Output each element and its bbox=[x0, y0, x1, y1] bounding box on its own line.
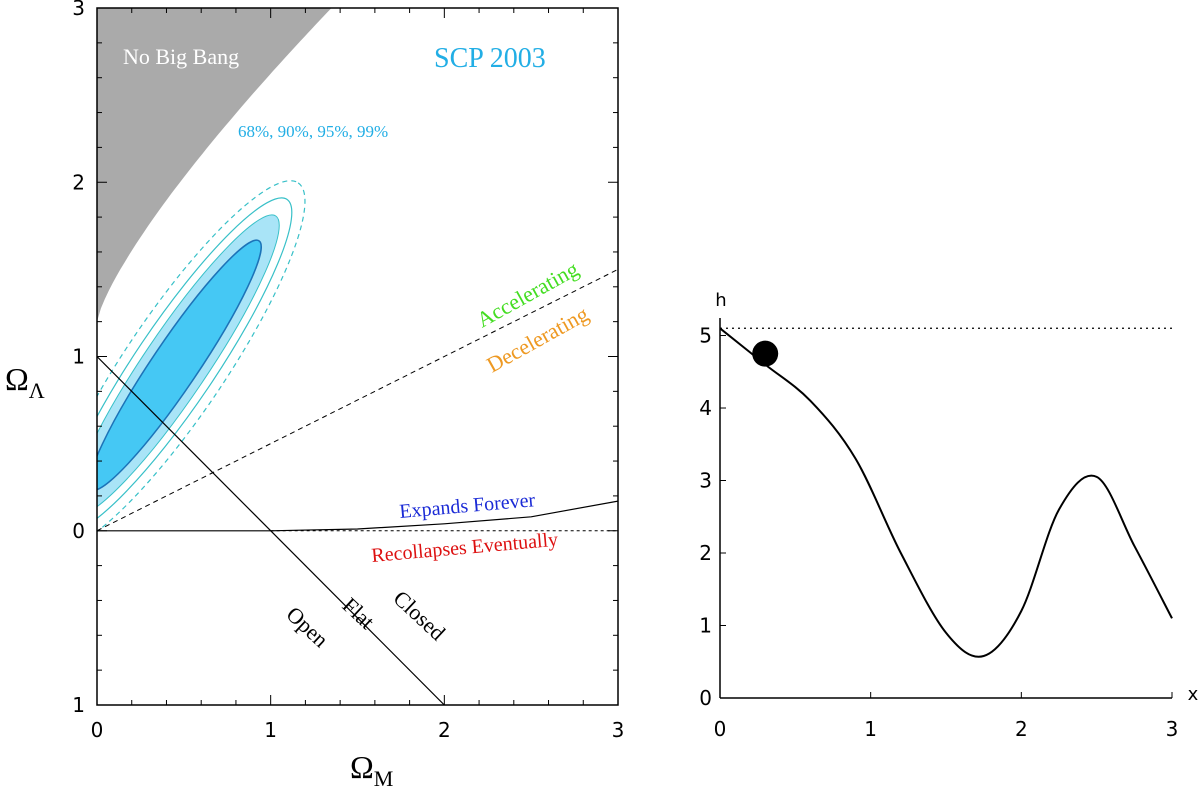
y-axis-label: h bbox=[715, 290, 726, 311]
y-tick-label: 0 bbox=[699, 686, 712, 710]
contour-68 bbox=[97, 239, 262, 491]
x-tick-label: 3 bbox=[612, 718, 625, 742]
x-axis-label: ΩM bbox=[350, 749, 393, 790]
y-tick-label: 0 bbox=[72, 519, 85, 543]
x-axis-label-main: Ω bbox=[350, 749, 374, 785]
closed-label: Closed bbox=[389, 585, 451, 645]
x-tick-label: 2 bbox=[438, 718, 451, 742]
recollapses-label: Recollapses Eventually bbox=[371, 529, 559, 567]
acceleration-boundary-line bbox=[97, 268, 618, 532]
contour-99 bbox=[97, 180, 306, 551]
y-tick-label: 2 bbox=[72, 170, 85, 194]
contour-95 bbox=[97, 197, 293, 534]
y-tick-label: 3 bbox=[72, 0, 85, 20]
y-axis-label: ΩΛ bbox=[5, 361, 45, 403]
y-axis-label-sub: Λ bbox=[29, 378, 45, 403]
x-tick-label: 0 bbox=[714, 717, 727, 741]
x-tick-label: 1 bbox=[864, 717, 877, 741]
y-tick-label: 3 bbox=[699, 469, 712, 493]
expansion-boundary-line bbox=[97, 500, 618, 532]
plot-area bbox=[97, 8, 618, 705]
x-tick-label: 0 bbox=[91, 718, 104, 742]
x-tick-label: 1 bbox=[264, 718, 277, 742]
y-tick-label: 1 bbox=[72, 693, 85, 717]
no-big-bang-region bbox=[97, 8, 332, 322]
flat-label: Flat bbox=[338, 592, 380, 634]
y-axis-label-main: Ω bbox=[5, 361, 29, 397]
height-profile-chart: 0 1 2 3 0 1 2 3 4 5h x bbox=[699, 290, 1198, 741]
y-tick-label: 2 bbox=[699, 541, 712, 565]
x-tick-label: 3 bbox=[1166, 717, 1179, 741]
y-tick-label: 5 bbox=[699, 324, 712, 348]
no-big-bang-label: No Big Bang bbox=[123, 44, 239, 69]
y-tick-label: 1 bbox=[72, 345, 85, 369]
scp-2003-label: SCP 2003 bbox=[434, 43, 546, 74]
x-axis-label: x bbox=[1188, 684, 1199, 705]
x-tick-label: 2 bbox=[1015, 717, 1028, 741]
confidence-levels-label: 68%, 90%, 95%, 99% bbox=[238, 122, 388, 141]
x-axis-label-sub: M bbox=[374, 766, 394, 790]
y-tick-label: 1 bbox=[699, 614, 712, 638]
open-label: Open bbox=[282, 601, 334, 652]
height-profile-line bbox=[719, 327, 1173, 658]
y-tick-label: 4 bbox=[699, 396, 712, 420]
ball-marker bbox=[752, 340, 779, 367]
